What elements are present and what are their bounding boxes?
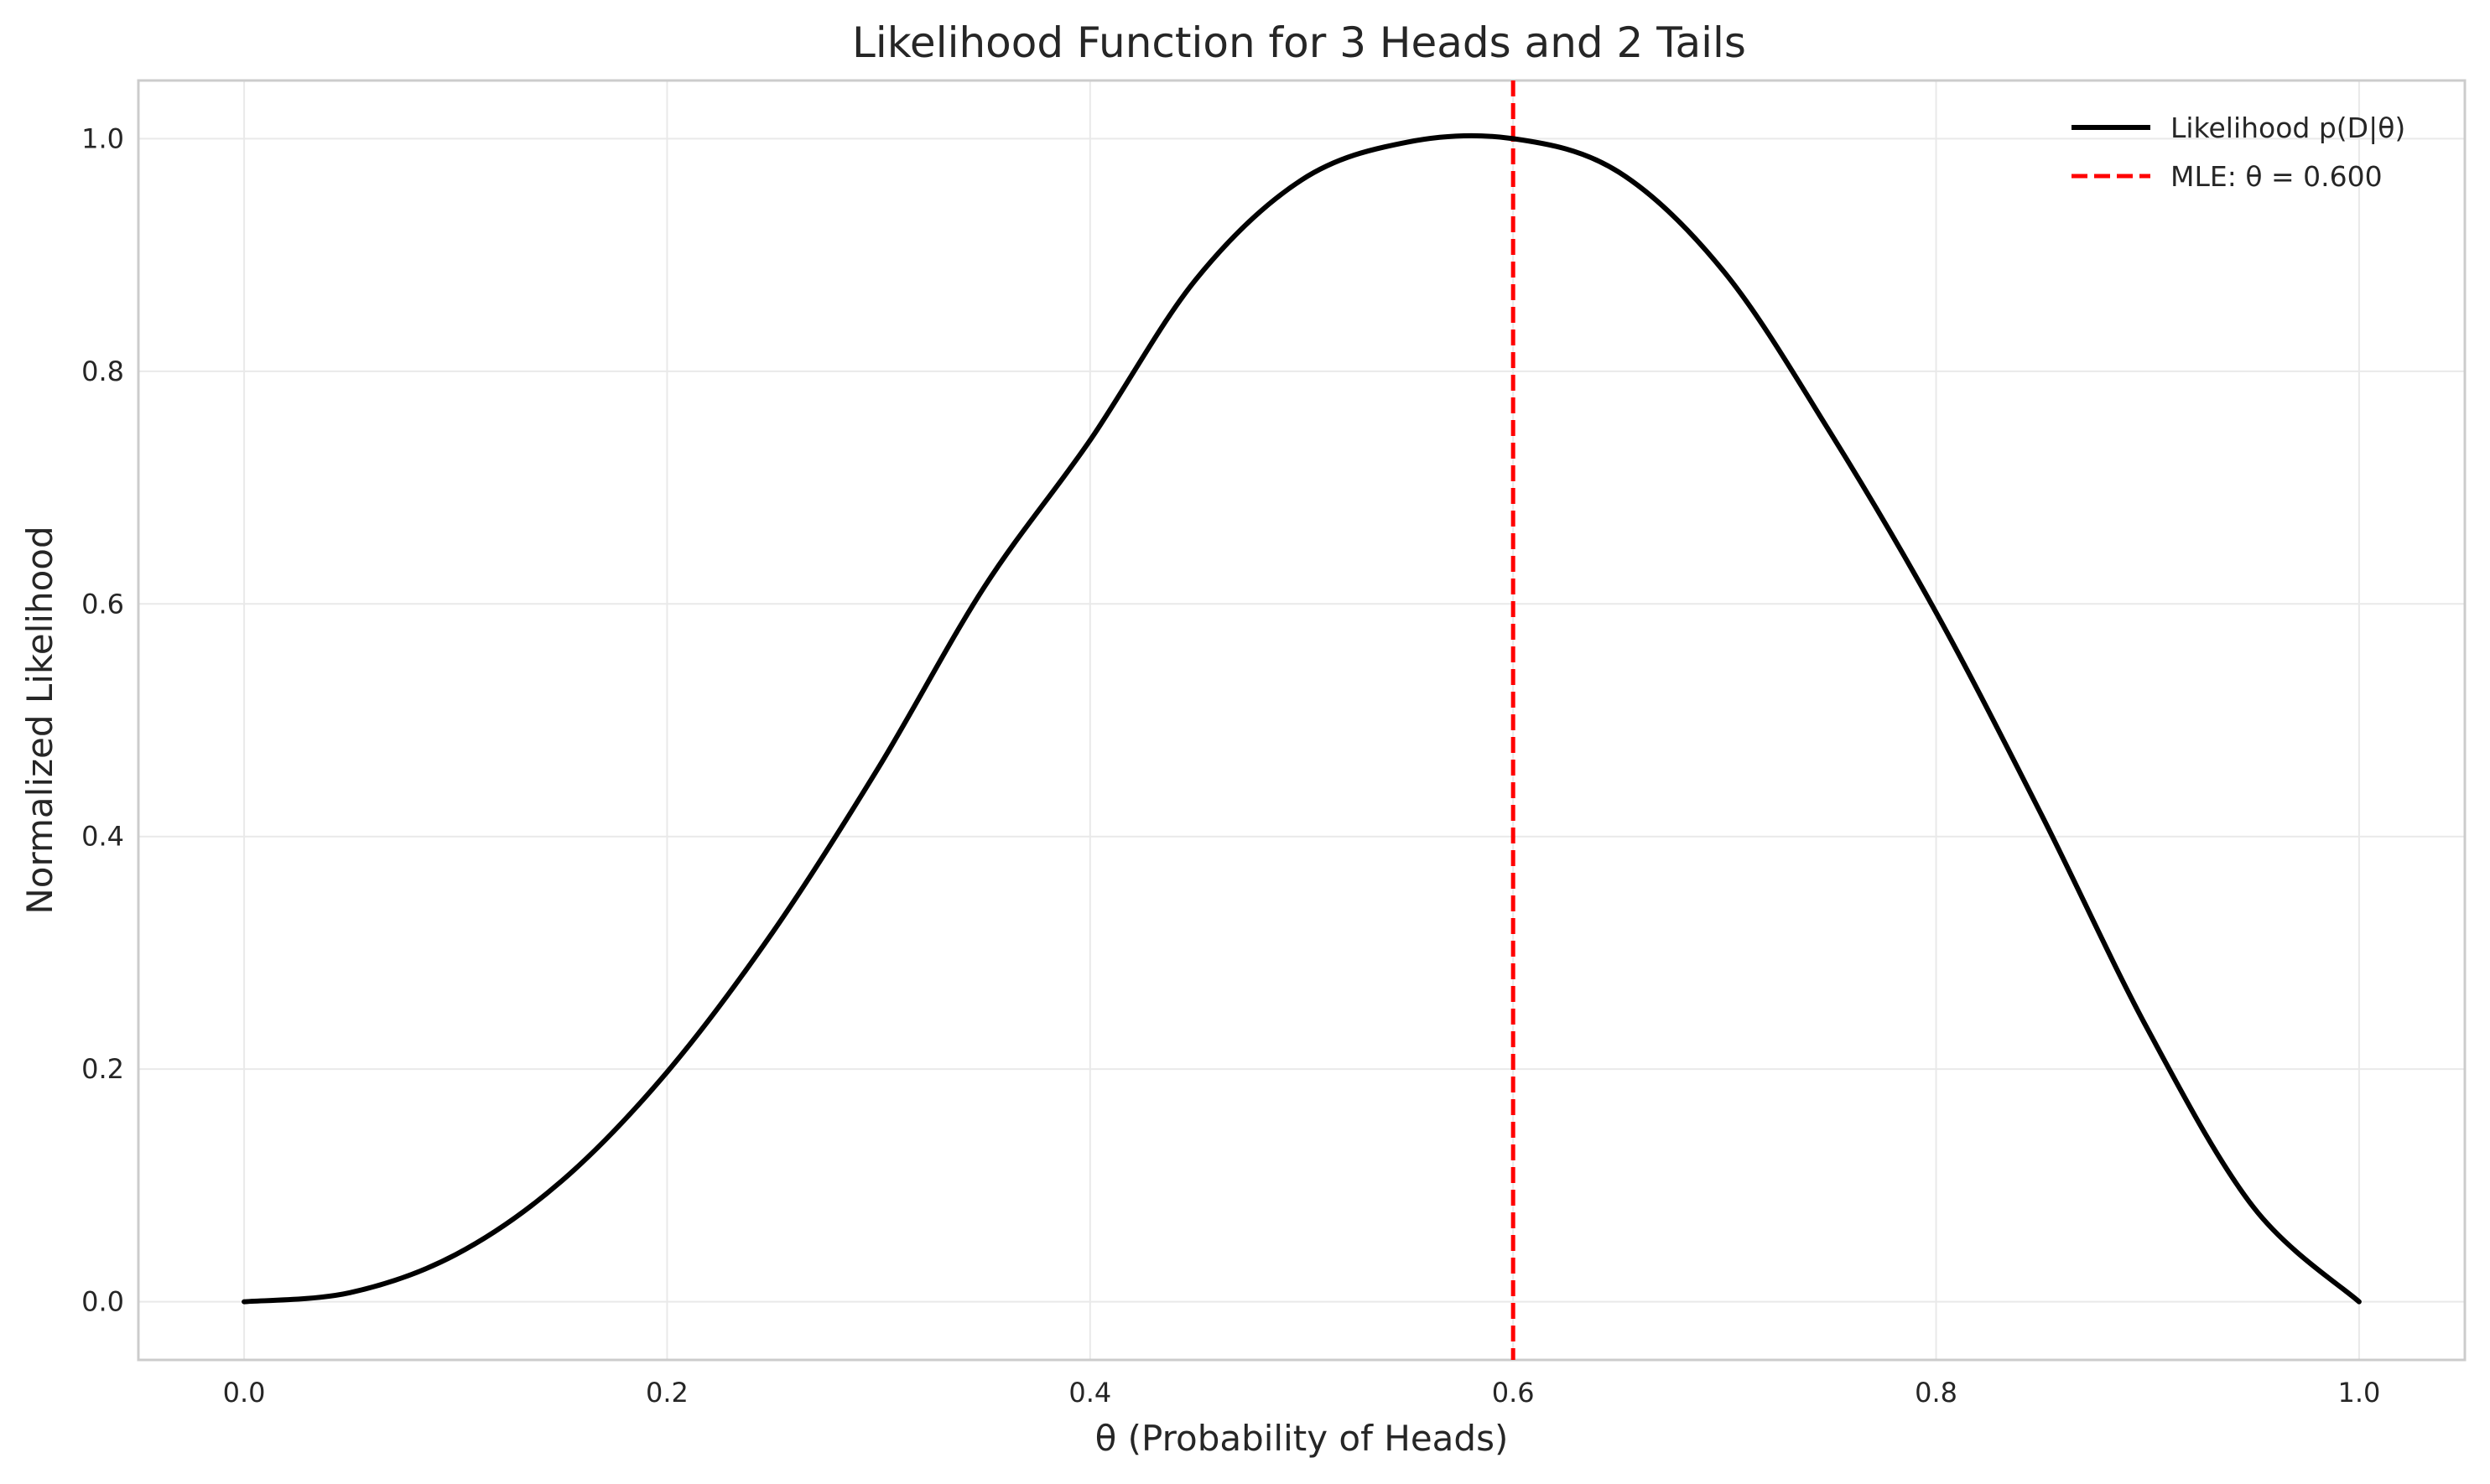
x-tick-label: 0.8 [1915, 1377, 1957, 1409]
series-layer [242, 80, 2362, 1360]
x-tick-label: 0.4 [1068, 1377, 1111, 1409]
y-tick-label: 0.6 [81, 588, 124, 620]
y-tick-label: 0.8 [81, 355, 124, 387]
x-axis-label: θ (Probability of Heads) [1095, 1418, 1509, 1459]
legend: Likelihood p(D|θ) MLE: θ = 0.600 [2072, 112, 2405, 193]
y-tick-label: 1.0 [81, 122, 124, 154]
x-tick-label: 0.0 [223, 1377, 266, 1409]
y-axis-ticks: 0.0 0.2 0.4 0.6 0.8 1.0 [81, 122, 124, 1317]
x-axis-ticks: 0.0 0.2 0.4 0.6 0.8 1.0 [223, 1377, 2381, 1409]
chart-title: Likelihood Function for 3 Heads and 2 Ta… [852, 18, 1746, 67]
y-tick-label: 0.2 [81, 1053, 124, 1085]
y-axis-label: Normalized Likelihood [19, 526, 60, 914]
x-tick-label: 0.2 [646, 1377, 689, 1409]
legend-label-likelihood: Likelihood p(D|θ) [2170, 112, 2405, 144]
legend-label-mle: MLE: θ = 0.600 [2170, 160, 2383, 193]
likelihood-curve [242, 132, 2362, 1305]
x-tick-label: 1.0 [2337, 1377, 2380, 1409]
x-tick-label: 0.6 [1492, 1377, 1535, 1409]
plot-area [137, 79, 2467, 1362]
y-tick-label: 0.0 [81, 1286, 124, 1318]
y-tick-label: 0.4 [81, 821, 124, 853]
grid-lines [138, 80, 2465, 1360]
plot-frame [137, 79, 2467, 1362]
